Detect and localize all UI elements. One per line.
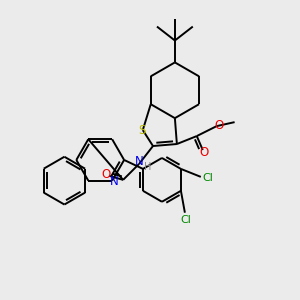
Text: N: N xyxy=(135,155,143,168)
Text: Cl: Cl xyxy=(180,215,191,225)
Text: O: O xyxy=(214,118,223,132)
Text: H: H xyxy=(144,162,152,172)
Text: Cl: Cl xyxy=(202,173,213,183)
Text: N: N xyxy=(110,175,118,188)
Text: O: O xyxy=(102,168,111,182)
Text: O: O xyxy=(199,146,208,160)
Text: S: S xyxy=(138,124,146,136)
